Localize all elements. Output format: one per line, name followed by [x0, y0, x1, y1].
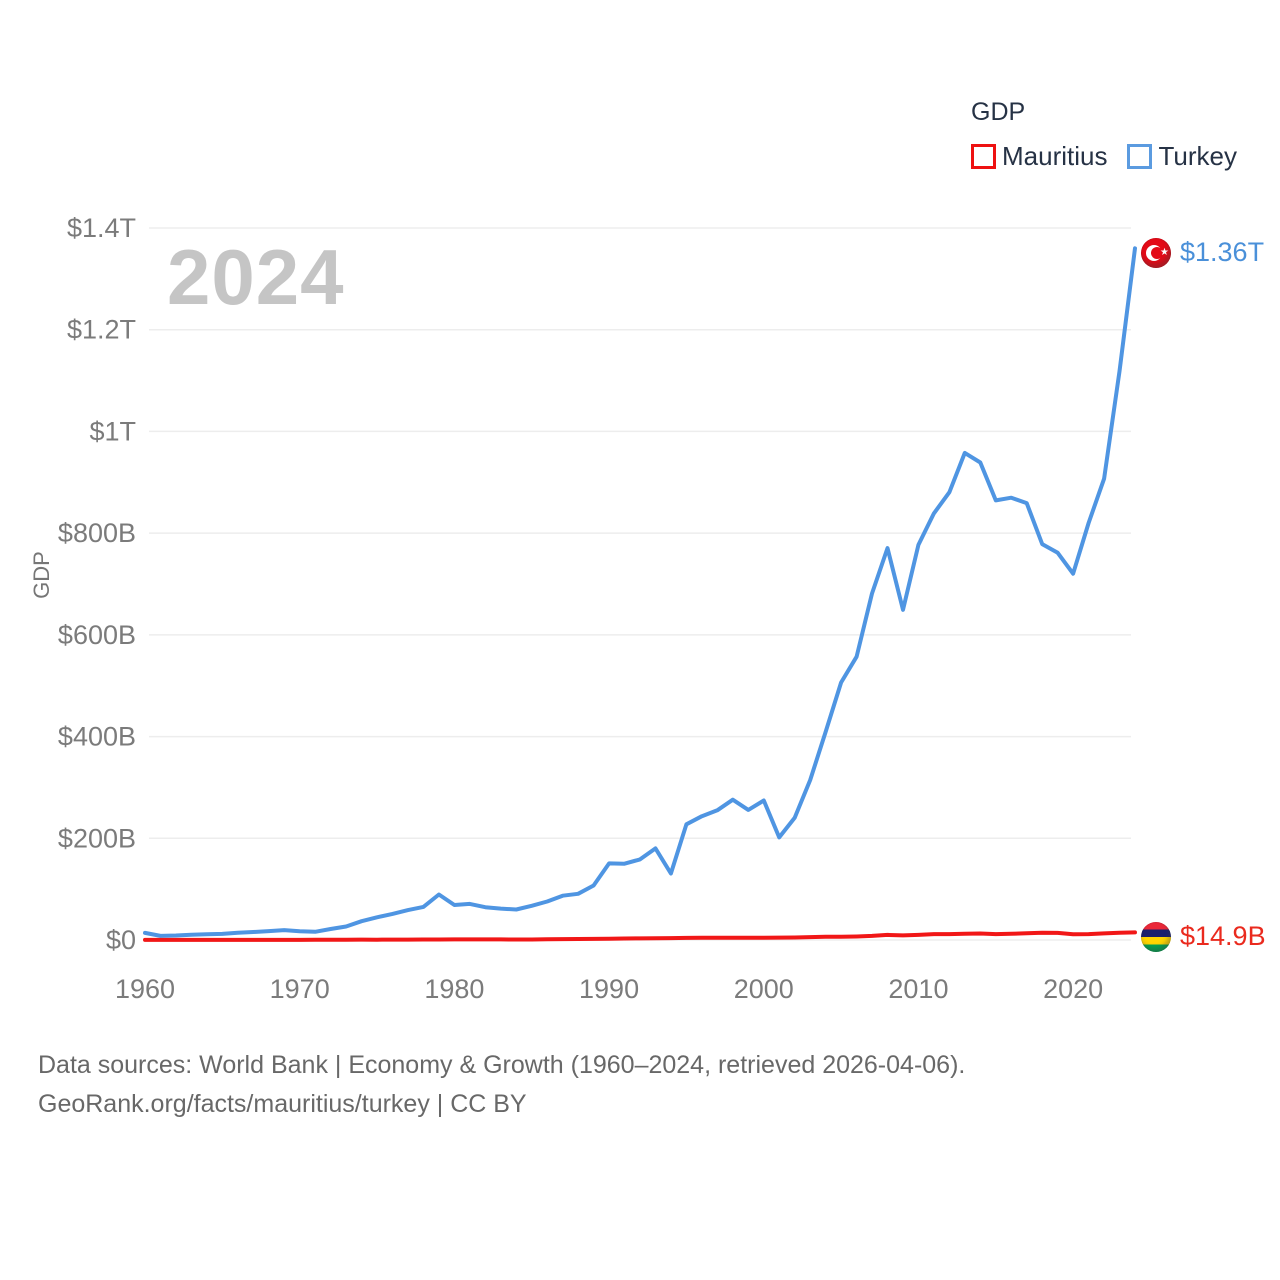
legend-item-mauritius[interactable]: Mauritius	[971, 141, 1107, 172]
crescent-shape	[1146, 244, 1162, 261]
turkey-flag-icon: ★	[1141, 237, 1171, 268]
legend-label-turkey: Turkey	[1158, 141, 1237, 171]
y-tick-label: $200B	[58, 823, 136, 853]
year-watermark: 2024	[167, 233, 345, 321]
x-tick-label: 1960	[115, 974, 175, 1004]
mauritius-series-swatch-icon	[971, 144, 996, 169]
turkey-end-label: ★ $1.36T	[1141, 237, 1264, 268]
y-tick-label: $1T	[89, 416, 136, 446]
turkey-series-swatch-icon	[1127, 144, 1153, 169]
y-tick-label: $1.2T	[67, 315, 136, 345]
y-axis-title: GDP	[29, 551, 54, 599]
credit-line: GeoRank.org/facts/mauritius/turkey | CC …	[38, 1090, 527, 1118]
turkey-gdp-line[interactable]	[143, 246, 1137, 938]
star-shape: ★	[1160, 246, 1169, 258]
y-tick-label: $1.4T	[67, 213, 136, 243]
x-tick-label: 2000	[734, 974, 794, 1004]
x-tick-label: 1990	[579, 974, 639, 1004]
mauritius-latest-value: $14.9B	[1180, 921, 1266, 952]
y-tick-label: $600B	[58, 620, 136, 650]
legend-items: Mauritius Turkey	[971, 141, 1237, 172]
legend-label-mauritius: Mauritius	[1002, 141, 1108, 171]
x-tick-label: 1970	[270, 974, 330, 1004]
y-tick-label: $0	[106, 925, 136, 955]
x-tick-label: 2020	[1043, 974, 1103, 1004]
mauritius-end-label: $14.9B	[1141, 921, 1266, 952]
y-tick-label: $800B	[58, 518, 136, 548]
crescent-cutout	[1151, 246, 1163, 259]
legend: GDP Mauritius Turkey	[971, 98, 1237, 172]
attribution-footer: Data sources: World Bank | Economy & Gro…	[38, 1046, 965, 1124]
mauritius-gdp-line[interactable]	[143, 930, 1137, 942]
turkey-latest-value: $1.36T	[1180, 237, 1265, 268]
legend-title: GDP	[971, 98, 1026, 126]
legend-item-turkey[interactable]: Turkey	[1127, 141, 1237, 172]
x-tick-label: 1980	[424, 974, 484, 1004]
mauritius-flag-icon	[1141, 921, 1171, 952]
data-sources-line: Data sources: World Bank | Economy & Gro…	[38, 1051, 966, 1079]
x-tick-label: 2010	[888, 974, 948, 1004]
y-tick-label: $400B	[58, 722, 136, 752]
